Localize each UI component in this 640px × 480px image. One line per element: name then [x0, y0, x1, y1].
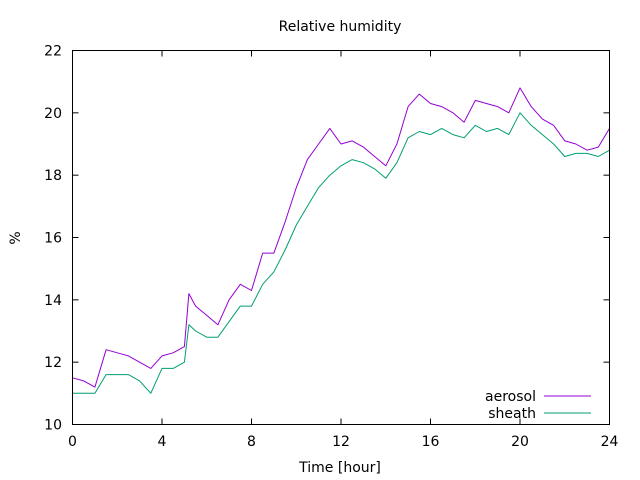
series-layer	[72, 87, 610, 394]
x-tick-label: 20	[511, 434, 529, 450]
y-tick-label: 22	[44, 44, 62, 60]
x-tick-label: 16	[422, 434, 440, 450]
x-tick-label: 12	[332, 434, 350, 450]
x-tick-label: 24	[601, 434, 619, 450]
y-tick-label: 14	[44, 293, 62, 309]
x-tick-label: 4	[158, 434, 167, 450]
y-tick-label: 12	[44, 355, 62, 371]
series-line-aerosol	[72, 87, 610, 388]
series-line-sheath	[72, 112, 610, 394]
x-tick-label: 8	[247, 434, 256, 450]
x-axis-label: Time [hour]	[298, 460, 381, 476]
y-tick-label: 18	[44, 168, 62, 184]
plot-frame	[72, 50, 610, 425]
chart-title: Relative humidity	[279, 19, 402, 35]
ticks-layer: 0 4 8 12 16 20 24 10 12 14 16 18 20 22	[44, 44, 618, 451]
y-tick-label: 10	[44, 418, 62, 434]
x-tick-label: 0	[68, 434, 77, 450]
y-axis-label: %	[8, 231, 24, 244]
y-tick-label: 20	[44, 106, 62, 122]
legend-label-sheath: sheath	[488, 406, 536, 422]
legend-label-aerosol: aerosol	[485, 389, 536, 405]
y-tick-label: 16	[44, 231, 62, 247]
